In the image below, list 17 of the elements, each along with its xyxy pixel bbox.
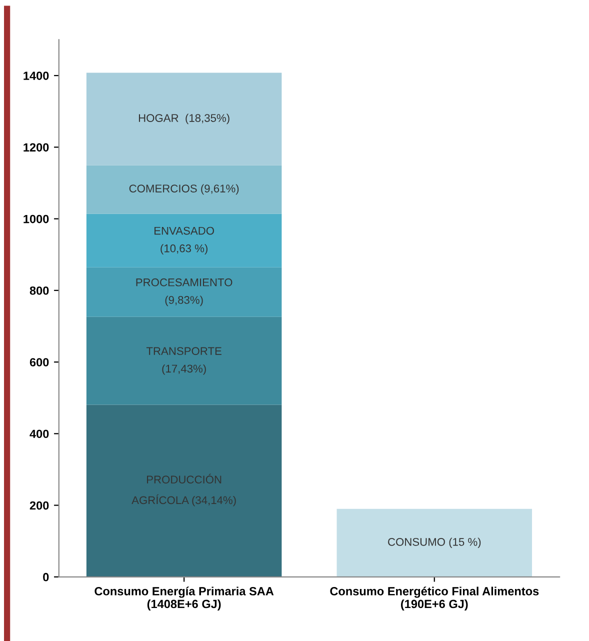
series-label: ENVASADO (10,63 %) xyxy=(154,226,214,254)
series-label: HOGAR (18,35%) xyxy=(138,114,230,124)
y-tick-label: 600 xyxy=(30,358,49,366)
y-tick-label: 800 xyxy=(30,286,49,295)
x-tick-label: Consumo Energético Final Alimentos (190E+6 GJ) xyxy=(330,586,539,610)
x-tick-label: Consumo Energía Primaria SAA (1408E+6 GJ) xyxy=(94,586,274,610)
series-label: CONSUMO (15 %) xyxy=(388,538,481,548)
y-tick-label: 400 xyxy=(30,430,49,438)
series-label: COMERCIOS (9,61%) xyxy=(129,184,239,195)
y-tick-label: 1400 xyxy=(24,72,49,80)
y-tick-label: 1200 xyxy=(24,143,49,152)
y-tick-label: 0 xyxy=(43,572,49,582)
y-tick-label: 1000 xyxy=(24,214,49,224)
series-label: PROCESAMIENTO (9,83%) xyxy=(136,278,232,306)
series-label: PRODUCCIÓN AGRÍCOLA (34,14%) xyxy=(132,474,236,506)
y-tick-label: 200 xyxy=(30,501,49,510)
series-label: TRANSPORTE (17,43%) xyxy=(146,347,222,375)
